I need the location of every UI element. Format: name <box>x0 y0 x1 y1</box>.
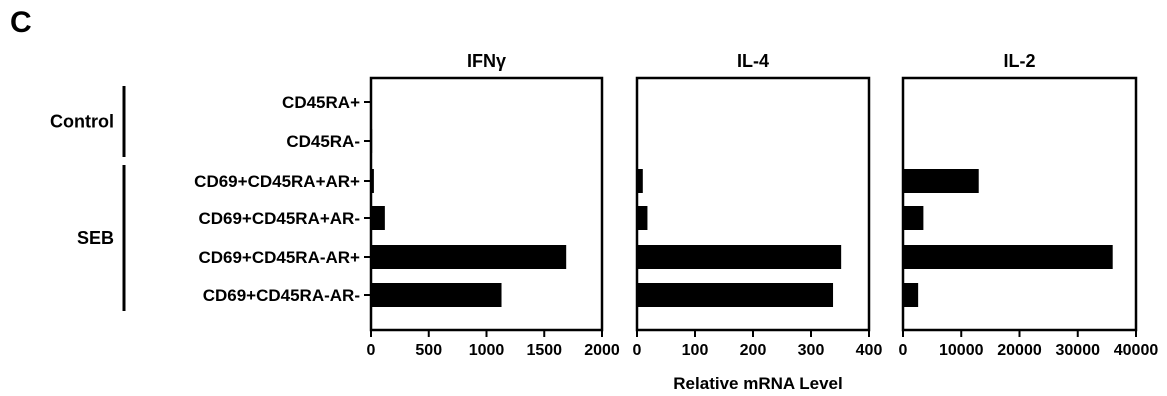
row-labels: CD45RA+ CD45RA- CD69+CD45RA+AR+ CD69+CD45RA… <box>194 93 371 305</box>
bar <box>371 245 567 269</box>
bar <box>903 169 979 193</box>
group-label: Control <box>50 112 114 132</box>
row-label: CD69+CD45RA-AR- <box>203 286 360 305</box>
x-tick-label: 0 <box>899 342 908 359</box>
x-tick-label: 0 <box>367 342 376 359</box>
row-label: CD69+CD45RA-AR+ <box>198 248 360 267</box>
shared-x-axis-label: Relative mRNA Level <box>673 374 842 393</box>
x-tick-label: 1500 <box>526 342 562 359</box>
bar <box>637 283 834 307</box>
group-label: SEB <box>77 228 114 248</box>
chart-title: IL-4 <box>737 51 769 71</box>
bar <box>903 245 1113 269</box>
bar <box>637 169 643 193</box>
x-tick-label: 200 <box>740 342 767 359</box>
x-tick-label: 2000 <box>584 342 620 359</box>
x-tick-label: 30000 <box>1056 342 1101 359</box>
panel-letter: C <box>10 6 32 39</box>
group-labels: Control SEB <box>50 86 126 311</box>
row-label: CD69+CD45RA+AR+ <box>194 172 360 191</box>
chart-panel: IFNγ 0 500 1000 1500 2000 <box>367 51 620 359</box>
chart-panel: IL-4 0 100 200 300 400 <box>633 51 883 359</box>
x-tick-label: 1000 <box>469 342 505 359</box>
x-tick-label: 0 <box>633 342 642 359</box>
x-tick-label: 100 <box>682 342 709 359</box>
x-tick-label: 500 <box>415 342 442 359</box>
bar <box>903 206 924 230</box>
bar <box>637 245 842 269</box>
bar <box>637 206 648 230</box>
plot-frame <box>901 76 1138 332</box>
chart-title: IFNγ <box>467 51 506 71</box>
bar <box>371 206 385 230</box>
bar <box>903 283 919 307</box>
x-tick-label: 10000 <box>939 342 984 359</box>
chart-panel: IL-2 0 10000 20000 30000 40000 <box>899 51 1159 359</box>
row-label: CD69+CD45RA+AR- <box>198 209 360 228</box>
x-tick-label: 20000 <box>997 342 1042 359</box>
bar <box>371 169 374 193</box>
row-label: CD45RA- <box>286 132 360 151</box>
x-tick-label: 40000 <box>1114 342 1159 359</box>
row-label: CD45RA+ <box>282 93 360 112</box>
chart-title: IL-2 <box>1003 51 1035 71</box>
x-tick-label: 300 <box>798 342 825 359</box>
x-tick-label: 400 <box>856 342 883 359</box>
bar <box>371 283 502 307</box>
